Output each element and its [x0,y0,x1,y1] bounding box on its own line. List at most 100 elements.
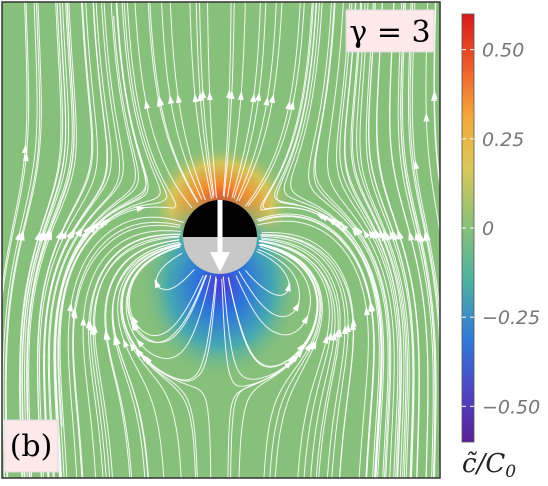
streamline-arrowhead [43,229,50,240]
streamline-arrowhead [131,315,139,325]
streamline-arrowhead [364,306,371,316]
streamline-arrowhead [21,143,28,154]
streamline-arrowhead [123,338,130,348]
colorbar-tick-label: 0.25 [482,129,524,151]
streamline-arrowhead [102,218,112,226]
streamline-arrowhead [391,229,398,239]
streamline [120,244,182,478]
streamline-arrowhead [431,90,438,100]
streamline-arrowhead [250,93,257,103]
streamline [104,239,180,478]
streamline-arrowhead [408,231,415,241]
streamline-arrowhead [284,282,291,292]
streamline-arrowhead [136,206,146,213]
heatmap-plot: γ = 3 (b) [1,1,441,479]
streamline-arrowhead [237,90,244,101]
streamline [126,245,207,344]
streamline [117,242,181,478]
plot-frame [1,1,441,479]
streamline-arrowhead [90,325,97,335]
streamline [235,246,311,336]
streamline-arrowhead [74,227,83,237]
negative-concentration-region [139,190,303,380]
streamline-arrowhead [398,230,404,240]
streamline-arrowhead [296,343,306,353]
streamline-arrowhead [144,99,151,110]
particle [183,200,257,274]
streamline-arrowhead [129,342,137,352]
streamline [39,2,99,478]
streamline [23,2,70,478]
streamline-arrowhead [88,224,97,233]
streamline [367,2,415,478]
streamline-arrowhead [355,226,364,236]
streamline-arrowhead [423,230,430,241]
streamline-arrowhead [197,91,204,102]
streamline-arrowhead [322,334,329,344]
panel-label-box: (b) [3,419,59,473]
colorbar: 0.50 0.25 0 −0.25 −0.50 c̃/C0 [461,13,540,482]
streamline-arrowhead [200,89,207,99]
streamline-arrowhead [304,342,312,352]
streamline-arrowhead [310,340,317,350]
colorbar-tick-label: 0 [482,218,494,240]
streamline-arrowhead [81,230,89,240]
streamline [350,2,405,478]
streamline [260,2,382,478]
colorbar-tick-label: −0.25 [482,307,540,329]
colorbar-tick-label: −0.50 [482,396,540,418]
streamline-arrowhead [326,331,333,341]
streamline [261,238,339,478]
colorbar-tick-label: 0.50 [482,40,524,62]
streamline [233,2,267,199]
streamline [223,2,235,197]
streamline-arrowhead [103,330,110,340]
streamline-arrowhead [339,222,349,232]
streamline-arrowhead [423,112,430,122]
streamline [134,2,193,209]
colorbar-label: c̃/C0 [462,449,516,482]
streamline [26,2,75,478]
streamline [21,2,67,478]
streamline-arrowhead [136,338,145,348]
streamline [121,244,198,478]
streamline-arrowhead [83,225,92,235]
streamline [261,232,355,478]
streamline-arrowhead [269,93,275,104]
streamline-arrowhead [34,231,41,241]
streamline [273,2,380,478]
panel-label: (b) [10,429,53,464]
streamline [433,2,440,187]
streamline-arrowhead [140,353,149,362]
streamline [2,2,28,293]
streamline-arrowhead [363,229,371,239]
streamline [199,2,215,196]
streamline [376,2,420,478]
streamline-arrowhead [55,230,63,240]
streamline-arrowhead [168,94,175,105]
streamline-arrowhead [336,327,343,337]
streamline [411,2,440,317]
streamline [314,2,392,478]
streamlines [2,2,440,478]
streamline-arrowhead [176,93,182,104]
streamline-arrowhead [285,100,292,110]
streamline-arrowhead [413,159,420,170]
streamline-arrowhead [345,322,352,332]
streamline-arrowhead [369,301,375,311]
streamline-arrowhead [71,309,78,319]
streamline-arrowhead [350,317,357,327]
colorbar-ticks: 0.50 0.25 0 −0.25 −0.50 [462,40,540,418]
streamline-arrowhead [292,302,300,312]
streamline-arrowhead [87,321,94,331]
streamline-arrowhead [263,96,270,106]
streamline-arrowhead [327,217,337,226]
streamline-arrowhead [192,93,199,103]
streamline-arrowhead [80,316,87,326]
streamline-arrowhead [374,228,382,239]
streamline-arrowhead [60,229,68,240]
streamline-arrowhead [289,354,298,363]
streamline-arrowhead [135,348,144,358]
streamline-arrowhead [419,233,425,243]
